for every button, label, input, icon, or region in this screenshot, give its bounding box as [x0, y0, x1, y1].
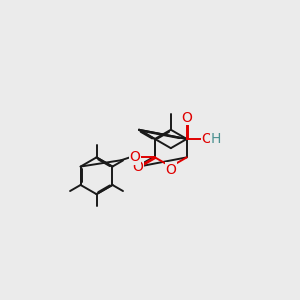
Text: O: O: [181, 111, 192, 124]
Text: O: O: [133, 160, 143, 174]
Text: O: O: [129, 150, 140, 164]
Text: H: H: [211, 132, 221, 146]
Text: O: O: [202, 132, 212, 146]
Text: O: O: [165, 163, 176, 176]
